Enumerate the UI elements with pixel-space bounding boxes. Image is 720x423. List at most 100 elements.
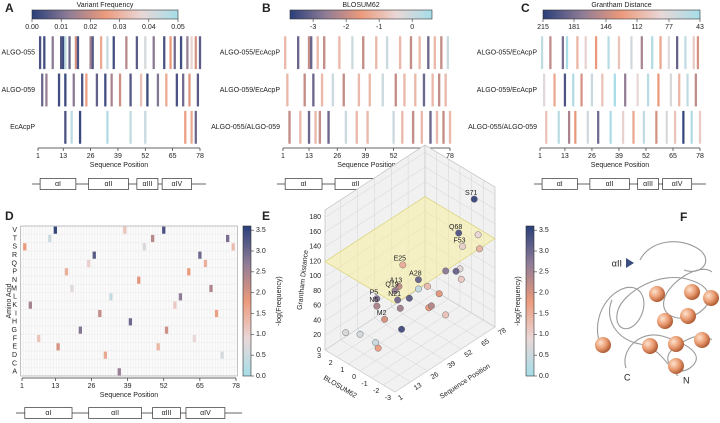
variant-stripe xyxy=(545,110,548,144)
colorbar-tick-label: 0.5 xyxy=(256,352,266,359)
panel-label: F xyxy=(680,210,687,224)
row-label: ALGO-055/EcAcpP xyxy=(220,50,281,57)
variant-stripe xyxy=(41,73,44,107)
colorbar-tick-label: 2.5 xyxy=(256,269,266,276)
variant-stripe xyxy=(307,110,311,144)
heatmap-cell xyxy=(123,226,127,234)
heatmap-cell xyxy=(187,268,191,276)
variant-stripe xyxy=(125,36,128,70)
scatter-point xyxy=(414,276,422,284)
variant-stripe xyxy=(609,110,612,144)
variant-stripe xyxy=(57,73,61,107)
variant-stripe xyxy=(81,73,84,107)
terminus-label: N xyxy=(683,375,690,385)
variant-stripe xyxy=(351,36,354,70)
residue-sphere xyxy=(684,284,700,300)
colorbar-tick-label: 112 xyxy=(631,24,642,31)
helix-label: αIII xyxy=(142,181,152,188)
variant-stripe xyxy=(64,73,67,107)
x-axis-label: Sequence Position xyxy=(337,162,395,169)
grid-line xyxy=(424,270,496,313)
variant-stripe xyxy=(624,73,627,107)
x-tick-label: 78 xyxy=(446,153,454,160)
variant-stripe xyxy=(594,36,598,70)
variant-stripe xyxy=(152,36,155,70)
row-label: ALGO-055 xyxy=(2,50,36,57)
heatmap-cell xyxy=(162,226,166,234)
y-tick-label: 2 xyxy=(329,360,333,367)
scatter-point xyxy=(470,195,478,203)
helix-domain xyxy=(88,178,129,190)
scatter-point xyxy=(342,329,350,337)
helix-label: αII xyxy=(612,258,622,268)
variant-stripe xyxy=(112,36,115,70)
heatmap-cell xyxy=(142,243,146,251)
variant-stripe xyxy=(678,73,681,107)
panel-label: D xyxy=(5,209,14,223)
x-axis-label: Sequence Position xyxy=(439,363,492,401)
variant-stripe xyxy=(366,110,369,144)
variant-stripe xyxy=(676,36,679,70)
y-tick-label: M xyxy=(11,285,17,292)
colorbar-title: -log(Frequency) xyxy=(276,276,283,325)
variant-stripe xyxy=(565,36,569,70)
y-axis-label: Amino Acid xyxy=(6,283,13,318)
y-tick-label: H xyxy=(12,319,17,326)
variant-stripe xyxy=(194,36,197,70)
y-tick-label: 0 xyxy=(352,374,356,381)
colorbar-tick-label: 3.0 xyxy=(539,248,549,255)
panel-label: A xyxy=(5,1,14,15)
variant-stripe xyxy=(694,73,697,107)
variant-stripe xyxy=(76,36,80,70)
colorbar-tick-label: 0.5 xyxy=(539,352,549,359)
x-tick-label: 39 xyxy=(362,153,370,160)
variant-stripe xyxy=(690,110,693,144)
variant-stripe xyxy=(655,110,658,144)
helix-label: αII xyxy=(111,410,119,417)
variant-stripe xyxy=(692,36,695,70)
colorbar xyxy=(542,9,701,20)
variant-stripe xyxy=(540,36,544,70)
variant-stripe xyxy=(567,110,571,144)
panel-label: B xyxy=(262,1,271,15)
helix-domain xyxy=(589,178,630,190)
variant-stripe xyxy=(657,73,660,107)
variant-stripe xyxy=(362,36,365,70)
point-label: P5 xyxy=(370,290,379,297)
variant-stripe xyxy=(385,36,389,70)
variant-stripe xyxy=(646,73,650,107)
x-tick-label: 52 xyxy=(160,383,168,390)
x-tick-label: 78 xyxy=(497,327,507,337)
heatmap-cell xyxy=(137,276,141,284)
grid-line xyxy=(336,291,437,358)
scatter-point xyxy=(452,267,460,275)
y-tick-label: N xyxy=(12,277,17,284)
variant-stripe xyxy=(99,36,103,70)
variant-stripe xyxy=(636,73,639,107)
x-tick-label: 65 xyxy=(196,383,204,390)
heatmap-cell xyxy=(92,251,96,259)
variant-stripe xyxy=(563,73,567,107)
variant-stripe xyxy=(62,36,65,70)
variant-stripe xyxy=(312,73,315,107)
helix-label: αI xyxy=(301,181,307,188)
heatmap-cell xyxy=(209,284,213,293)
scatter-point xyxy=(395,283,403,290)
y-tick-label: 3 xyxy=(317,353,321,360)
variant-stripe xyxy=(331,73,335,107)
grid-line xyxy=(371,312,472,379)
helix-label: αIV xyxy=(200,410,211,417)
colorbar-tick-label: 3.0 xyxy=(256,248,266,255)
x-tick-label: 26 xyxy=(87,153,95,160)
colorbar xyxy=(242,225,252,377)
heatmap-cell xyxy=(70,284,74,293)
z-tick-label: 60 xyxy=(313,303,321,310)
helix-label: αI xyxy=(45,410,51,417)
heatmap-cell xyxy=(226,234,230,243)
helix-pointer xyxy=(626,258,634,268)
colorbar-tick-label: 2.5 xyxy=(539,269,549,276)
variant-stripe xyxy=(156,73,160,107)
variant-stripe xyxy=(696,36,700,70)
variant-stripe xyxy=(70,110,73,144)
scatter-point xyxy=(374,344,382,352)
